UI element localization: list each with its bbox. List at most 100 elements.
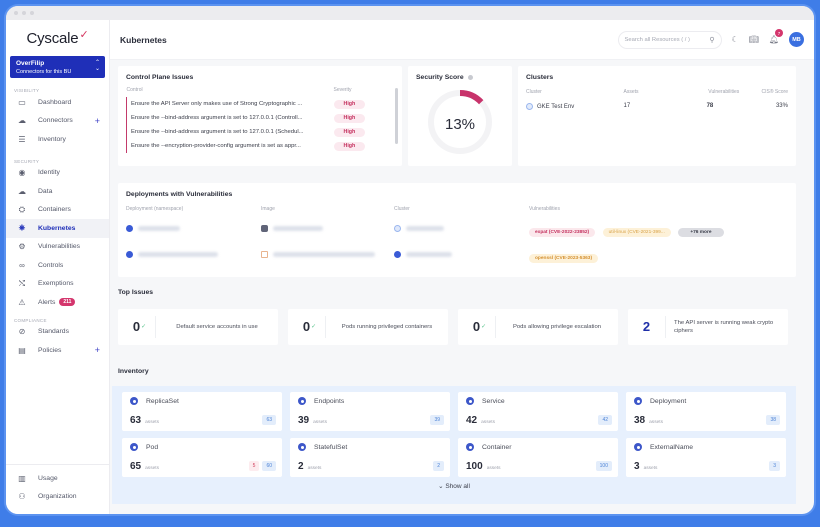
sidebar-item-organization[interactable]: ⚇ Organization [6, 488, 109, 507]
image-link-redacted[interactable] [261, 246, 394, 264]
image-link-redacted[interactable] [261, 220, 394, 238]
docs-book-icon[interactable]: 📖︎ [748, 35, 759, 44]
deployment-icon [634, 397, 642, 405]
table-row[interactable]: Ensure the API Server only makes use of … [126, 97, 394, 111]
inventory-card-pod[interactable]: Pod 65 assets 5 60 [122, 438, 282, 477]
count-pill: 39 [430, 415, 444, 425]
control-plane-title: Control Plane Issues [126, 74, 194, 81]
search-icon: ⚲ [709, 36, 715, 44]
business-unit-selector[interactable]: OverFilip Connectors for this BU ⌃ ⌄ [10, 56, 105, 78]
inventory-card-container[interactable]: Container 100 assets 100 [458, 438, 618, 477]
notifications-bell-icon[interactable]: 🔔︎ 7 [769, 29, 783, 44]
deployments-table: Deployment (namespace) Image Cluster Vul… [126, 206, 788, 264]
add-connector-button[interactable]: + [94, 115, 100, 126]
cluster-link-redacted[interactable] [394, 220, 529, 238]
control-name: Ensure the --bind-address argument is se… [126, 125, 334, 139]
top-issue-card[interactable]: 2 The API server is running weak crypto … [628, 309, 788, 345]
docker-image-icon [261, 225, 268, 233]
control-plane-scrollbar[interactable] [395, 88, 398, 144]
logo-check-icon: ✓ [79, 28, 89, 41]
deployment-link-redacted[interactable] [126, 246, 261, 264]
control-name: Ensure the --bind-address argument is se… [126, 111, 334, 125]
more-vulnerabilities-button[interactable]: +76 more [678, 228, 724, 237]
column-severity: Severity [333, 87, 352, 93]
inventory-card-statefulset[interactable]: StatefulSet 2 assets 2 [290, 438, 450, 477]
sidebar-item-dashboard[interactable]: ▭ Dashboard [6, 93, 109, 112]
sidebar: Cyscale ✓ OverFilip Connectors for this B… [6, 20, 110, 514]
cloud-icon: ☁ [18, 116, 26, 126]
add-policy-button[interactable]: + [94, 345, 100, 356]
resource-name: Service [482, 397, 505, 405]
sidebar-item-vulnerabilities[interactable]: ⚙ Vulnerabilities [6, 238, 109, 257]
window-close-dot[interactable] [14, 11, 18, 15]
dark-mode-toggle-icon[interactable]: ☾ [731, 35, 739, 44]
sidebar-item-controls[interactable]: ∞ Controls [6, 256, 109, 275]
window-maximize-dot[interactable] [30, 11, 34, 15]
cyscale-logo[interactable]: Cyscale ✓ [6, 20, 109, 56]
asset-count: 39 assets [298, 415, 327, 426]
clusters-card: Clusters Cluster Assets Vulnerabilities … [518, 66, 796, 166]
vulnerability-tags: openssl (CVE-2023-5363) [529, 246, 788, 264]
containers-icon: ⛭ [18, 204, 26, 214]
inventory-card-replicaset[interactable]: ReplicaSet 63 assets 63 [122, 392, 282, 431]
inventory-card-externalname[interactable]: ExternalName 3 assets 3 [626, 438, 786, 477]
sidebar-item-alerts[interactable]: ⚠ Alerts 211 [6, 293, 109, 312]
top-bar: Kubernetes Search all Resources ( / ) ⚲ … [110, 20, 814, 60]
bar-chart-icon: ▥ [18, 473, 26, 483]
resource-name: ExternalName [650, 443, 694, 451]
inventory-card-endpoints[interactable]: Endpoints 39 assets 39 [290, 392, 450, 431]
cluster-name-link[interactable]: GKE Test Env [526, 103, 623, 110]
bug-icon: ⚙ [18, 242, 26, 252]
database-icon: ☰ [18, 134, 26, 144]
table-row[interactable]: Ensure the --bind-address argument is se… [126, 111, 394, 125]
vulnerability-tag[interactable]: util-linux (CVE-2021-399... [602, 228, 671, 237]
sidebar-item-connectors[interactable]: ☁ Connectors + [6, 112, 109, 131]
top-issue-card[interactable]: 0 ✓ Pods running privileged containers [288, 309, 448, 345]
sidebar-item-label: Identity [38, 169, 60, 177]
inventory-panel: ReplicaSet 63 assets 63 Endpoints 39 asset… [112, 386, 796, 504]
window-minimize-dot[interactable] [22, 11, 26, 15]
inventory-card-deployment[interactable]: Deployment 38 assets 38 [626, 392, 786, 431]
kubernetes-cluster-icon [394, 251, 401, 259]
business-unit-subtitle: Connectors for this BU [16, 69, 72, 75]
top-issues-title: Top Issues [118, 289, 153, 296]
control-name: Ensure the API Server only makes use of … [126, 97, 334, 111]
show-all-button[interactable]: ⌄ Show all [438, 483, 470, 490]
sidebar-item-usage[interactable]: ▥ Usage [6, 469, 109, 488]
control-plane-issues-card: Control Plane Issues Control Severity En… [118, 66, 402, 166]
sidebar-item-standards[interactable]: ⊘ Standards [6, 323, 109, 342]
sidebar-item-label: Controls [38, 261, 64, 269]
section-label-security: SECURITY [14, 158, 40, 164]
top-issue-card[interactable]: 0 ✓ Default service accounts in use [118, 309, 278, 345]
top-issue-card[interactable]: 0 ✓ Pods allowing privilege escalation [458, 309, 618, 345]
sidebar-item-kubernetes[interactable]: ⎈ Kubernetes [6, 219, 109, 238]
sidebar-item-containers[interactable]: ⛭ Containers [6, 201, 109, 220]
endpoints-icon [298, 397, 306, 405]
column-cluster: Cluster [394, 206, 410, 212]
inventory-card-service[interactable]: Service 42 assets 42 [458, 392, 618, 431]
count-pill: 60 [262, 461, 276, 471]
info-icon[interactable] [467, 74, 473, 80]
image-icon [261, 251, 268, 259]
infinity-icon: ∞ [19, 260, 25, 270]
cluster-vulnerabilities: 78 [706, 103, 714, 109]
issue-count: 0 ✓ [458, 316, 496, 338]
sidebar-item-policies[interactable]: ▤ Policies + [6, 341, 109, 360]
sidebar-item-data[interactable]: ☁ Data [6, 182, 109, 201]
table-row[interactable]: Ensure the --encryption-provider-config … [126, 139, 394, 153]
vulnerability-tag[interactable]: openssl (CVE-2023-5363) [529, 254, 599, 263]
sidebar-item-identity[interactable]: ◉ Identity [6, 164, 109, 183]
alerts-count-badge: 211 [59, 298, 76, 307]
deployment-link-redacted[interactable] [126, 220, 261, 238]
sidebar-item-exemptions[interactable]: ⤭ Exemptions [6, 275, 109, 294]
cluster-link-redacted[interactable] [394, 246, 529, 264]
user-avatar[interactable]: MB [789, 32, 804, 47]
search-input[interactable]: Search all Resources ( / ) ⚲ [617, 30, 722, 49]
table-row[interactable]: Ensure the --bind-address argument is se… [126, 125, 394, 139]
severity-badge: High [333, 99, 366, 109]
deployments-title: Deployments with Vulnerabilities [126, 191, 233, 198]
column-cluster: Cluster [526, 89, 542, 95]
vulnerability-tag[interactable]: expat (CVE-2022-23852) [529, 228, 596, 237]
column-image: Image [261, 206, 275, 212]
sidebar-item-inventory[interactable]: ☰ Inventory [6, 130, 109, 149]
